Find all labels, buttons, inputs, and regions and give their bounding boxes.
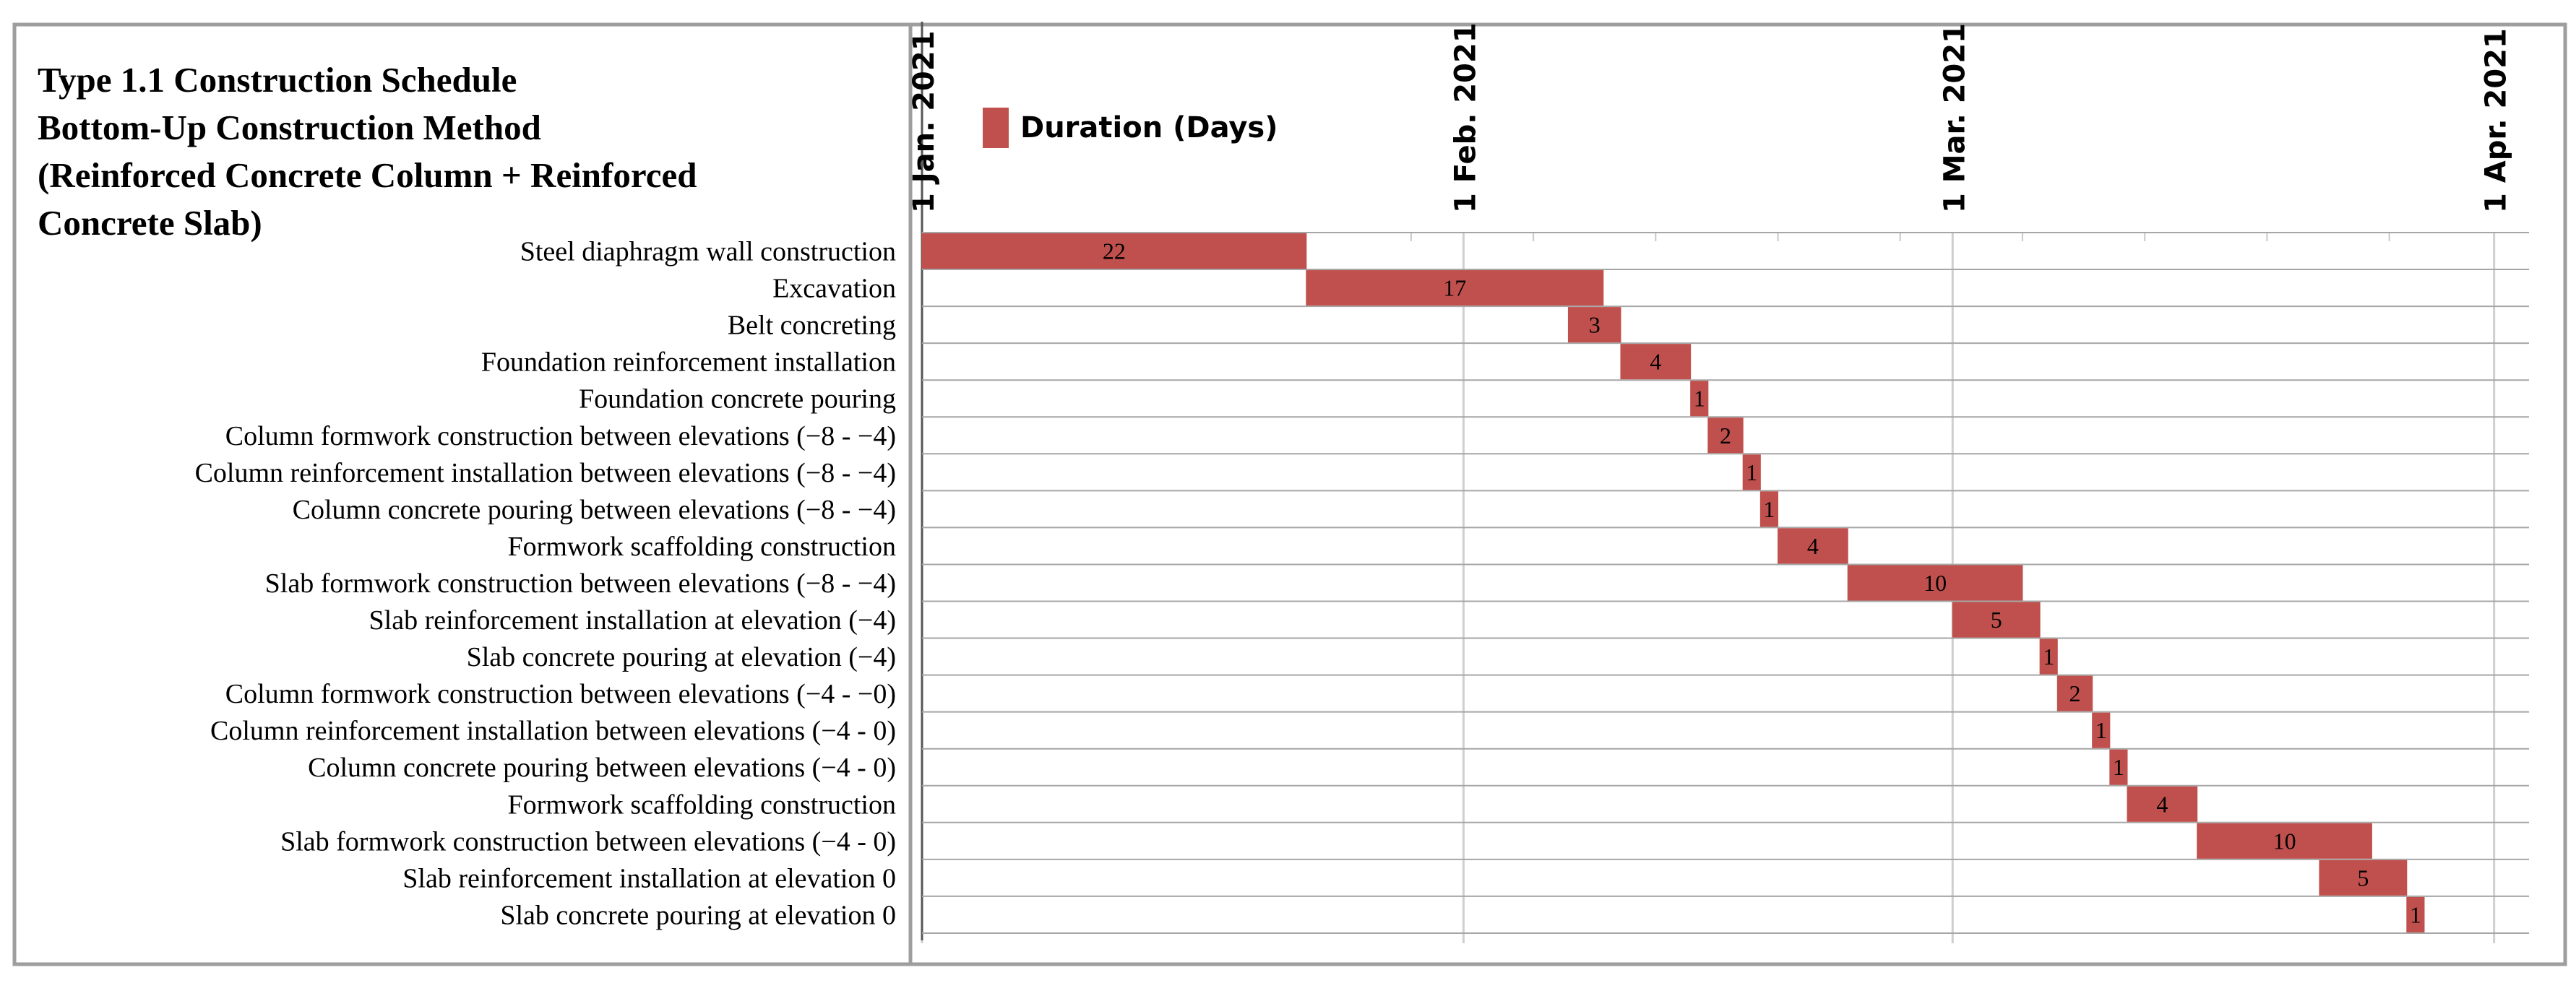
task-label: Formwork scaffolding construction: [507, 532, 896, 562]
legend-label: Duration (Days): [1020, 111, 1278, 144]
task-label: Column formwork construction between ele…: [225, 679, 896, 709]
task-label: Foundation reinforcement installation: [481, 347, 896, 378]
duration-label: 4: [1807, 533, 1819, 559]
task-label: Foundation concrete pouring: [579, 384, 896, 415]
chart-title-line-3: (Reinforced Concrete Column + Reinforced: [38, 155, 697, 195]
gantt-bar: [1707, 417, 1744, 454]
task-label: Column reinforcement installation betwee…: [210, 716, 896, 746]
gantt-bar: [2406, 896, 2425, 932]
duration-label: 4: [1650, 349, 1661, 375]
duration-label: 3: [1589, 312, 1601, 338]
gantt-bar: [2127, 786, 2198, 822]
task-label: Slab reinforcement installation at eleva…: [402, 863, 896, 893]
task-label: Slab concrete pouring at elevation (−4): [467, 642, 896, 672]
gantt-bar: [2197, 823, 2372, 859]
task-label: Steel diaphragm wall construction: [520, 237, 896, 267]
chart-title: Type 1.1 Construction Schedule Bottom-Up…: [38, 56, 905, 247]
task-label: Excavation: [772, 274, 896, 304]
gantt-bar: [1742, 454, 1761, 490]
gantt-bar: [2056, 675, 2093, 711]
duration-label: 1: [2095, 717, 2107, 743]
chart-title-line-1: Type 1.1 Construction Schedule: [38, 60, 517, 100]
task-label: Slab concrete pouring at elevation 0: [500, 900, 896, 930]
duration-label: 22: [1103, 238, 1126, 264]
duration-label: 1: [2410, 901, 2421, 927]
duration-label: 2: [2069, 680, 2080, 706]
gantt-bar: [1567, 307, 1621, 343]
duration-label: 4: [2156, 791, 2168, 817]
legend-swatch: [983, 108, 1009, 148]
date-tick-label: 1 Apr. 2021: [2480, 28, 2513, 213]
date-tick-label: 1 Jan. 2021: [908, 30, 941, 213]
duration-label: 1: [1694, 386, 1705, 412]
task-label: Column concrete pouring between elevatio…: [308, 753, 896, 783]
task-label: Formwork scaffolding construction: [507, 789, 896, 820]
gantt-bar: [2039, 638, 2058, 675]
gantt-bar: [1620, 344, 1692, 380]
task-label: Column formwork construction between ele…: [225, 421, 896, 451]
task-label: Column concrete pouring between elevatio…: [293, 495, 896, 525]
date-tick-label: 1 Feb. 2021: [1449, 22, 1482, 213]
gantt-bar: [1690, 381, 1709, 417]
duration-label: 10: [2273, 828, 2296, 854]
gantt-bar: [2092, 712, 2111, 748]
task-label: Belt concreting: [728, 311, 896, 341]
gantt-bar: [2319, 859, 2408, 896]
label-panel-border: [12, 22, 913, 966]
date-tick-label: 1 Mar. 2021: [1938, 23, 1971, 213]
task-label: Slab reinforcement installation at eleva…: [369, 605, 896, 636]
duration-label: 5: [2357, 865, 2369, 891]
gantt-bar: [1306, 270, 1604, 306]
task-label: Column reinforcement installation betwee…: [195, 458, 896, 488]
duration-label: 1: [1746, 459, 1757, 485]
gantt-bar: [2109, 749, 2128, 785]
duration-label: 17: [1443, 275, 1466, 301]
chart-title-line-4: Concrete Slab): [38, 203, 262, 243]
task-label: Slab formwork construction between eleva…: [265, 568, 896, 599]
duration-label: 1: [1763, 496, 1775, 522]
gantt-bar: [1778, 528, 1848, 564]
gantt-bar: [921, 233, 1307, 269]
gantt-bar: [1952, 602, 2041, 638]
gantt-bar: [1759, 491, 1779, 527]
gantt-bar: [1847, 565, 2023, 601]
duration-label: 1: [2113, 754, 2124, 780]
duration-label: 1: [2043, 644, 2054, 670]
duration-label: 2: [1720, 423, 1731, 449]
task-label: Slab formwork construction between eleva…: [280, 826, 896, 857]
chart-title-line-2: Bottom-Up Construction Method: [38, 108, 541, 147]
duration-label: 10: [1924, 570, 1947, 596]
duration-label: 5: [1991, 607, 2002, 633]
